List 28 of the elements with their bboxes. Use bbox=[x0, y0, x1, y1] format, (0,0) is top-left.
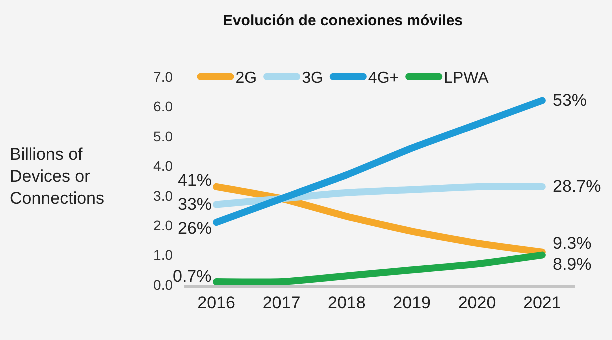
y-tick-label: 1.0 bbox=[154, 247, 174, 264]
annotation: 28.7% bbox=[553, 177, 602, 196]
x-tick-label: 2016 bbox=[198, 293, 236, 312]
y-tick-label: 4.0 bbox=[154, 158, 174, 174]
annotation: 26% bbox=[178, 219, 212, 238]
legend-label: 3G bbox=[302, 70, 324, 88]
y-tick-label: 3.0 bbox=[154, 188, 174, 204]
y-tick-label: 2.0 bbox=[154, 217, 174, 234]
chart-title: Evolución de conexiones móviles bbox=[222, 12, 464, 30]
legend-label: 4G+ bbox=[368, 70, 400, 88]
y-tick-label: 6.0 bbox=[154, 98, 174, 115]
annotation: 33% bbox=[178, 195, 212, 214]
annotation: 41% bbox=[178, 171, 212, 190]
annotation: 9.3% bbox=[553, 234, 592, 253]
y-tick-label: 0.0 bbox=[154, 276, 174, 293]
annotation: 53% bbox=[553, 91, 588, 110]
x-tick-label: 2021 bbox=[524, 293, 562, 312]
x-tick-label: 2020 bbox=[458, 293, 496, 312]
legend-label: 2G bbox=[236, 70, 258, 88]
x-tick-label: 2019 bbox=[393, 293, 431, 312]
legend-label: LPWA bbox=[444, 70, 490, 88]
annotation: 8.9% bbox=[553, 255, 592, 274]
y-axis-title: Billions of Devices or Connections bbox=[10, 145, 105, 208]
x-tick-label: 2017 bbox=[262, 293, 301, 312]
annotation: 0.7% bbox=[173, 267, 212, 286]
y-tick-label: 5.0 bbox=[154, 128, 174, 144]
y-tick-label: 7.0 bbox=[154, 68, 174, 85]
x-tick-label: 2018 bbox=[328, 293, 366, 312]
